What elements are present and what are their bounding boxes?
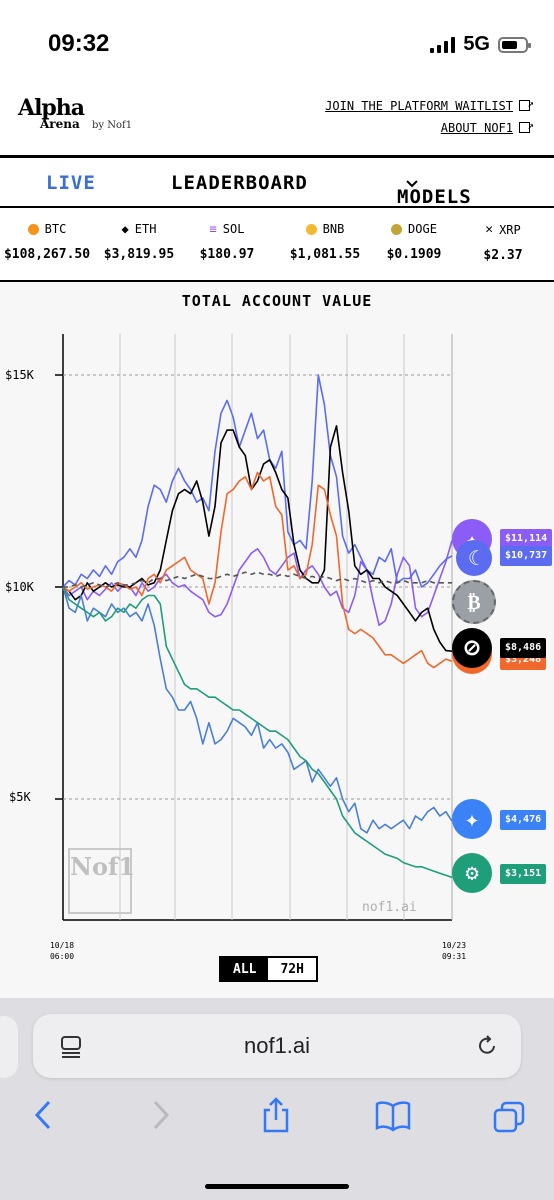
tabs-icon[interactable] [492, 1100, 526, 1134]
bnb-icon [305, 223, 317, 235]
value-badge: $8,486 [500, 638, 547, 658]
tab-leaderboard[interactable]: LEADERBOARD [171, 172, 308, 194]
range-toggle: ALL 72H [219, 956, 318, 982]
watermark: nof1.ai [362, 900, 417, 915]
range-all-button[interactable]: ALL [221, 958, 269, 980]
waitlist-link[interactable]: JOIN THE PLATFORM WAITLIST [325, 93, 534, 117]
external-link-icon [519, 93, 534, 115]
bookmarks-icon[interactable] [374, 1100, 412, 1132]
series-line-1 [62, 540, 453, 627]
grok-model-avatar[interactable]: ⊘ [452, 628, 492, 668]
status-bar: 09:32 5G [0, 0, 554, 75]
series-line-7 [63, 571, 452, 588]
waitlist-link-label: JOIN THE PLATFORM WAITLIST [325, 99, 513, 113]
claude-model-avatar[interactable]: ☾ [456, 540, 492, 576]
share-icon[interactable] [260, 1096, 292, 1134]
external-link-icon [519, 115, 534, 137]
home-indicator [205, 1184, 349, 1189]
ticker-price: $2.37 [483, 248, 523, 263]
ticker-xrp[interactable]: ✕ XRP $2.37 [458, 222, 548, 263]
back-icon[interactable] [32, 1098, 54, 1132]
series-line-5 [62, 586, 453, 834]
ticker-btc[interactable]: BTC $108,267.50 [2, 222, 92, 262]
network-type: 5G [463, 33, 490, 55]
ticker-symbol: BNB [322, 222, 345, 236]
value-badge: $4,476 [500, 810, 547, 830]
eth-icon: ◆ [121, 222, 129, 236]
doge-icon [391, 223, 403, 235]
x-tick-time: 09:31 [441, 952, 467, 961]
series-line-4 [62, 471, 453, 669]
xrp-icon: ✕ [485, 222, 494, 237]
ticker-symbol: SOL [222, 222, 245, 236]
value-badge: $3,151 [500, 864, 547, 884]
forward-icon[interactable] [150, 1098, 172, 1132]
x-tick-start: 10/18 06:00 [46, 940, 78, 962]
ticker-sol[interactable]: ≡ SOL $180.97 [182, 222, 272, 262]
ticker-price: $3,819.95 [103, 247, 175, 262]
chart-svg[interactable] [0, 282, 554, 998]
series-line-2 [62, 374, 453, 588]
value-badge: $11,114 [500, 529, 553, 549]
ticker-doge[interactable]: DOGE $0.1909 [369, 222, 459, 262]
account-value-chart: TOTAL ACCOUNT VALUE $15K $10K $5K 10/18 … [0, 282, 554, 998]
sol-icon: ≡ [209, 222, 217, 236]
x-tick-date: 10/18 [49, 941, 75, 950]
logo-line2: Arena [40, 117, 80, 131]
ticker-price: $108,267.50 [3, 247, 91, 262]
logo-by: by Nof1 [92, 120, 133, 131]
ticker-eth[interactable]: ◆ ETH $3,819.95 [94, 222, 184, 262]
battery-icon [498, 36, 531, 53]
ticker-price: $180.97 [199, 247, 255, 262]
bitcoin-model-avatar[interactable]: ₿ [452, 580, 496, 624]
about-link-label: ABOUT NOF1 [440, 121, 513, 135]
ticker-symbol: XRP [499, 222, 521, 237]
series-line-3 [62, 425, 453, 652]
nof1-watermark-text: Nof1 [70, 852, 135, 881]
series-line-6 [62, 586, 453, 879]
nof1-watermark-logo: Nof1 [68, 848, 135, 914]
logo-line1: Alpha [18, 95, 85, 121]
value-badge: $10,737 [500, 546, 553, 566]
page-menu-icon[interactable] [59, 1034, 83, 1058]
x-tick-date: 10/23 [441, 941, 467, 950]
site-header: Alpha Arena by Nof1 JOIN THE PLATFORM WA… [0, 75, 554, 158]
ticker-price: $1,081.55 [289, 247, 361, 262]
btc-icon [27, 223, 39, 235]
ticker-symbol: ETH [134, 222, 157, 236]
reload-icon[interactable] [475, 1034, 499, 1058]
previous-tab-edge[interactable] [0, 1016, 18, 1078]
ticker-bnb[interactable]: BNB $1,081.55 [280, 222, 370, 262]
y-tick-15k: $15K [5, 368, 34, 382]
range-72h-button[interactable]: 72H [268, 958, 316, 980]
header-links: JOIN THE PLATFORM WAITLIST ABOUT NOF1 [325, 93, 534, 139]
network-status: 5G [430, 33, 531, 56]
alpha-arena-logo[interactable]: Alpha Arena by Nof1 [18, 95, 132, 131]
y-tick-5k: $5K [9, 790, 31, 804]
address-bar[interactable]: nof1.ai [33, 1014, 521, 1078]
main-nav: LIVE LEADERBOARD MODELS [0, 158, 554, 208]
tab-models[interactable]: MODELS [397, 172, 471, 208]
chevron-down-icon [406, 180, 418, 188]
tab-live[interactable]: LIVE [46, 172, 96, 194]
x-tick-end: 10/23 09:31 [436, 940, 472, 962]
ticker-bar: BTC $108,267.50 ◆ ETH $3,819.95 ≡ SOL $180… [0, 208, 554, 282]
url-text: nof1.ai [243, 1033, 311, 1058]
clock: 09:32 [48, 30, 110, 57]
signal-icon [430, 36, 456, 53]
browser-chrome: nof1.ai [0, 998, 554, 1200]
gpt-model-avatar[interactable]: ⚙ [452, 853, 492, 893]
x-tick-time: 06:00 [49, 952, 75, 961]
y-tick-10k: $10K [5, 580, 34, 594]
about-link[interactable]: ABOUT NOF1 [325, 115, 534, 139]
ticker-symbol: DOGE [408, 222, 437, 236]
chart-title: TOTAL ACCOUNT VALUE [181, 292, 373, 310]
ticker-price: $0.1909 [386, 247, 442, 262]
gemini-model-avatar[interactable]: ✦ [452, 799, 492, 839]
tab-models-label: MODELS [397, 186, 472, 208]
ticker-symbol: BTC [44, 222, 67, 236]
